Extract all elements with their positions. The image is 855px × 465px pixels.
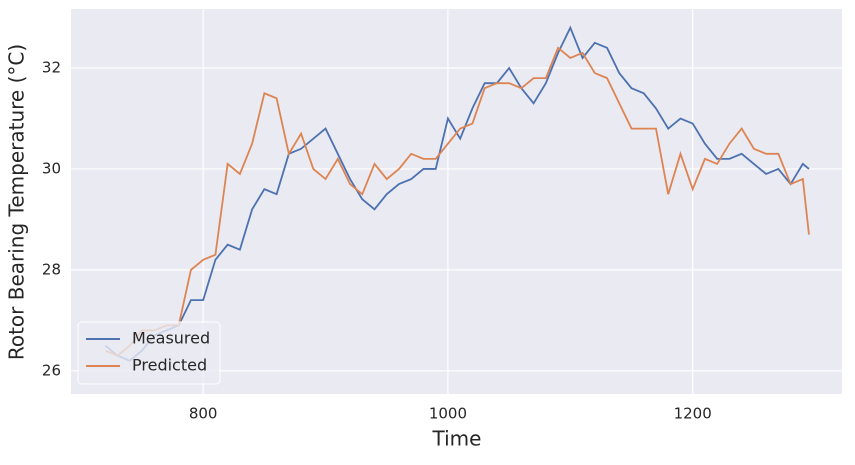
y-tick-label: 28	[42, 260, 61, 278]
line	[104, 46, 810, 357]
x-tick-label: 800	[189, 405, 218, 423]
legend-label: Predicted	[132, 356, 207, 375]
y-tick-label: 32	[42, 59, 61, 77]
x-axis-label: Time	[432, 427, 482, 451]
legend: Measured Predicted	[77, 321, 221, 385]
x-tick-label: 1000	[429, 405, 467, 423]
y-tick-label: 26	[42, 361, 61, 379]
y-tick-label: 30	[42, 159, 61, 177]
line	[104, 25, 810, 362]
x-tick-label: 1200	[674, 405, 712, 423]
y-axis-label: Rotor Bearing Temperature (°C)	[5, 44, 29, 360]
legend-label: Measured	[132, 329, 210, 348]
legend-box	[77, 321, 221, 385]
